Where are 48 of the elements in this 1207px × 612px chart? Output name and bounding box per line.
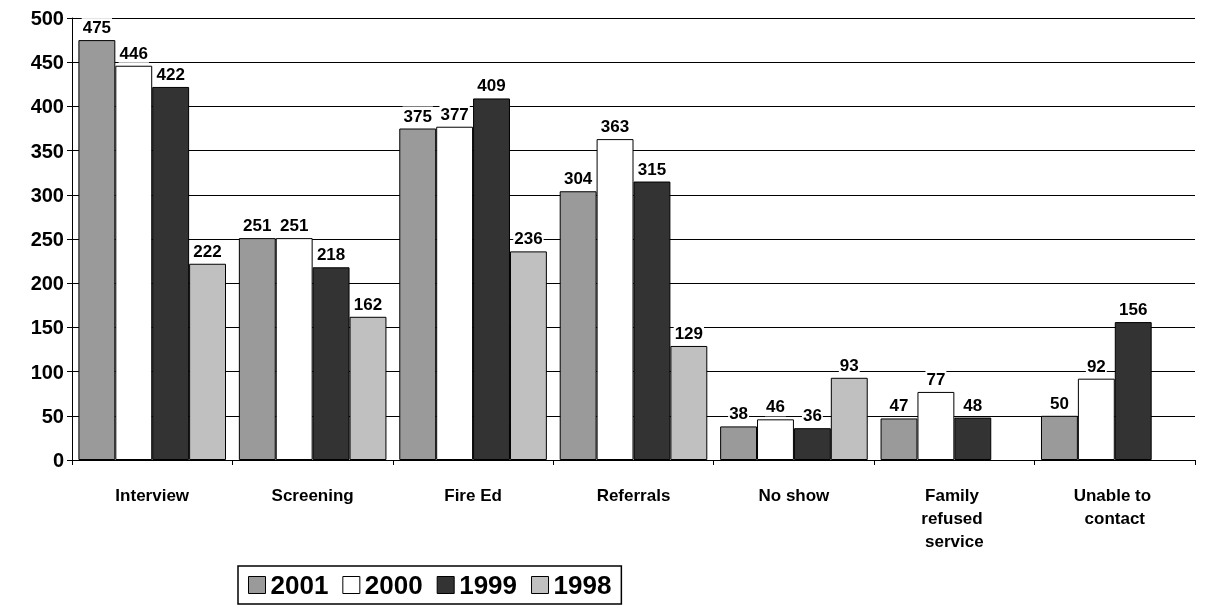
- data-label: 93: [839, 355, 859, 375]
- data-label: 251: [280, 216, 309, 236]
- x-tick-label: No show: [758, 486, 831, 505]
- data-label: 218: [316, 245, 346, 265]
- x-tick-label: Unable to contact: [1073, 486, 1156, 528]
- y-tick-label: 250: [30, 228, 64, 250]
- y-tick-label: 400: [30, 95, 64, 118]
- x-tick-label: Fire Ed: [444, 486, 502, 505]
- data-label: 222: [193, 241, 222, 261]
- data-label: 304: [563, 169, 593, 189]
- data-label: 46: [766, 397, 785, 417]
- data-label: 129: [674, 323, 704, 343]
- data-label: 375: [403, 106, 432, 126]
- x-tick-label: Referrals: [596, 486, 671, 505]
- y-tick-label: 350: [30, 139, 64, 162]
- x-tick-label: Family refused service: [921, 486, 988, 551]
- x-tick-label: Screening: [271, 486, 354, 505]
- data-label: 315: [637, 159, 667, 179]
- y-tick-label: 50: [41, 404, 64, 427]
- data-label: 47: [889, 396, 909, 416]
- data-label: 92: [1086, 356, 1106, 376]
- y-tick-label: 450: [30, 51, 64, 74]
- data-label: 363: [600, 117, 630, 137]
- data-label: 422: [156, 64, 185, 84]
- data-label: 48: [963, 395, 983, 415]
- x-tick-label: Interview: [115, 486, 190, 505]
- legend-label: 2001: [270, 570, 329, 600]
- data-label: 475: [82, 18, 112, 38]
- data-label: 156: [1119, 300, 1148, 320]
- y-tick-label: 0: [52, 449, 64, 471]
- data-label: 36: [802, 406, 822, 426]
- y-tick-label: 200: [30, 272, 64, 295]
- data-label: 446: [119, 43, 148, 63]
- data-label: 162: [353, 294, 383, 314]
- legend-label: 1998: [553, 570, 612, 600]
- legend-label: 1999: [459, 570, 518, 600]
- data-label: 377: [440, 104, 469, 124]
- data-label: 38: [729, 404, 749, 424]
- y-tick-label: 300: [30, 183, 64, 206]
- data-label: 251: [243, 216, 272, 236]
- data-label: 77: [926, 369, 946, 389]
- legend-label: 2000: [364, 570, 423, 600]
- data-label: 50: [1049, 393, 1069, 413]
- y-tick-label: 100: [30, 360, 64, 383]
- data-label: 409: [477, 76, 506, 96]
- y-tick-label: 500: [30, 7, 64, 29]
- y-tick-label: 150: [30, 316, 64, 339]
- data-label: 236: [514, 229, 543, 249]
